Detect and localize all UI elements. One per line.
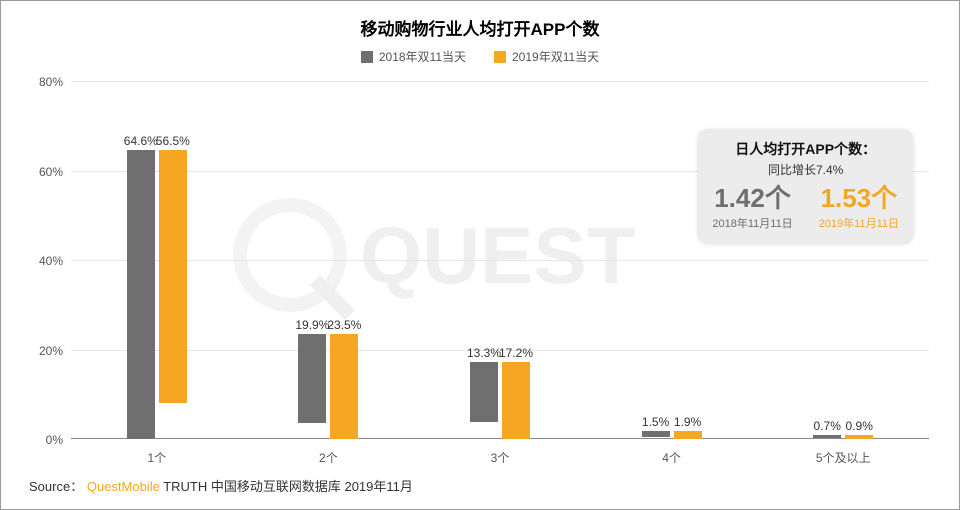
bar-value-label: 0.9% — [846, 419, 873, 435]
bar: 0.7% — [813, 435, 841, 438]
legend-label: 2019年双11当天 — [512, 48, 599, 65]
callout-left-caption: 2018年11月11日 — [712, 215, 792, 231]
chart-title: 移动购物行业人均打开APP个数 — [1, 1, 959, 40]
x-tick-label: 2个 — [319, 439, 338, 466]
bar-value-label: 64.6% — [124, 134, 158, 150]
callout-right: 1.53个 2019年11月11日 — [819, 184, 899, 231]
y-tick-label: 80% — [39, 75, 71, 89]
bar-group: 19.9%23.5% — [298, 334, 358, 439]
chart-container: QUEST 移动购物行业人均打开APP个数 2018年双11当天 2019年双1… — [0, 0, 960, 510]
bar-value-label: 23.5% — [327, 318, 361, 334]
callout-title: 日人均打开APP个数： — [712, 139, 899, 159]
bar-group: 0.7% 0.9% — [813, 435, 873, 439]
bar-value-label: 1.9% — [674, 415, 701, 431]
bar-value-label: 19.9% — [295, 318, 329, 334]
callout-right-value: 1.53个 — [819, 184, 899, 213]
legend-swatch — [361, 51, 373, 63]
legend-label: 2018年双11当天 — [379, 48, 466, 65]
bar-value-label: 1.5% — [642, 415, 669, 431]
callout-left-value: 1.42个 — [712, 184, 792, 213]
bar: 23.5% — [330, 334, 358, 439]
bar: 19.9% — [298, 334, 326, 423]
source-prefix: Source： — [29, 479, 83, 494]
callout-left: 1.42个 2018年11月11日 — [712, 184, 792, 231]
callout-right-caption: 2019年11月11日 — [819, 215, 899, 231]
legend-swatch — [494, 51, 506, 63]
bar: 56.5% — [159, 150, 187, 403]
bar: 17.2% — [502, 362, 530, 439]
callout-box: 日人均打开APP个数： 同比增长7.4% 1.42个 2018年11月11日 1… — [698, 129, 913, 243]
bar-group: 64.6%56.5% — [127, 150, 187, 439]
y-tick-label: 0% — [46, 433, 71, 447]
legend-item: 2019年双11当天 — [494, 48, 599, 65]
bar-value-label: 0.7% — [814, 419, 841, 435]
bar-value-label: 13.3% — [467, 346, 501, 362]
bar: 64.6% — [127, 150, 155, 439]
x-tick-label: 1个 — [147, 439, 166, 466]
source-line: Source： QuestMobile TRUTH 中国移动互联网数据库 201… — [29, 476, 413, 495]
y-tick-label: 60% — [39, 165, 71, 179]
bar: 1.5% — [642, 431, 670, 438]
source-rest: TRUTH 中国移动互联网数据库 2019年11月 — [163, 479, 413, 494]
y-tick-label: 20% — [39, 344, 71, 358]
callout-subtitle: 同比增长7.4% — [712, 161, 899, 178]
bar-value-label: 17.2% — [499, 346, 533, 362]
grid-line: 80% — [71, 81, 929, 82]
legend-item: 2018年双11当天 — [361, 48, 466, 65]
bar-group: 1.5% 1.9% — [642, 431, 702, 440]
x-tick-label: 4个 — [662, 439, 681, 466]
grid-line: 40% — [71, 260, 929, 261]
bar: 13.3% — [470, 362, 498, 422]
source-brand: QuestMobile — [87, 479, 160, 494]
bar: 0.9% — [845, 435, 873, 439]
legend: 2018年双11当天 2019年双11当天 — [1, 48, 959, 65]
x-tick-label: 5个及以上 — [816, 439, 871, 466]
bar: 1.9% — [674, 431, 702, 440]
bar-group: 13.3%17.2% — [470, 362, 530, 439]
bar-value-label: 56.5% — [156, 134, 190, 150]
y-tick-label: 40% — [39, 254, 71, 268]
x-tick-label: 3个 — [491, 439, 510, 466]
